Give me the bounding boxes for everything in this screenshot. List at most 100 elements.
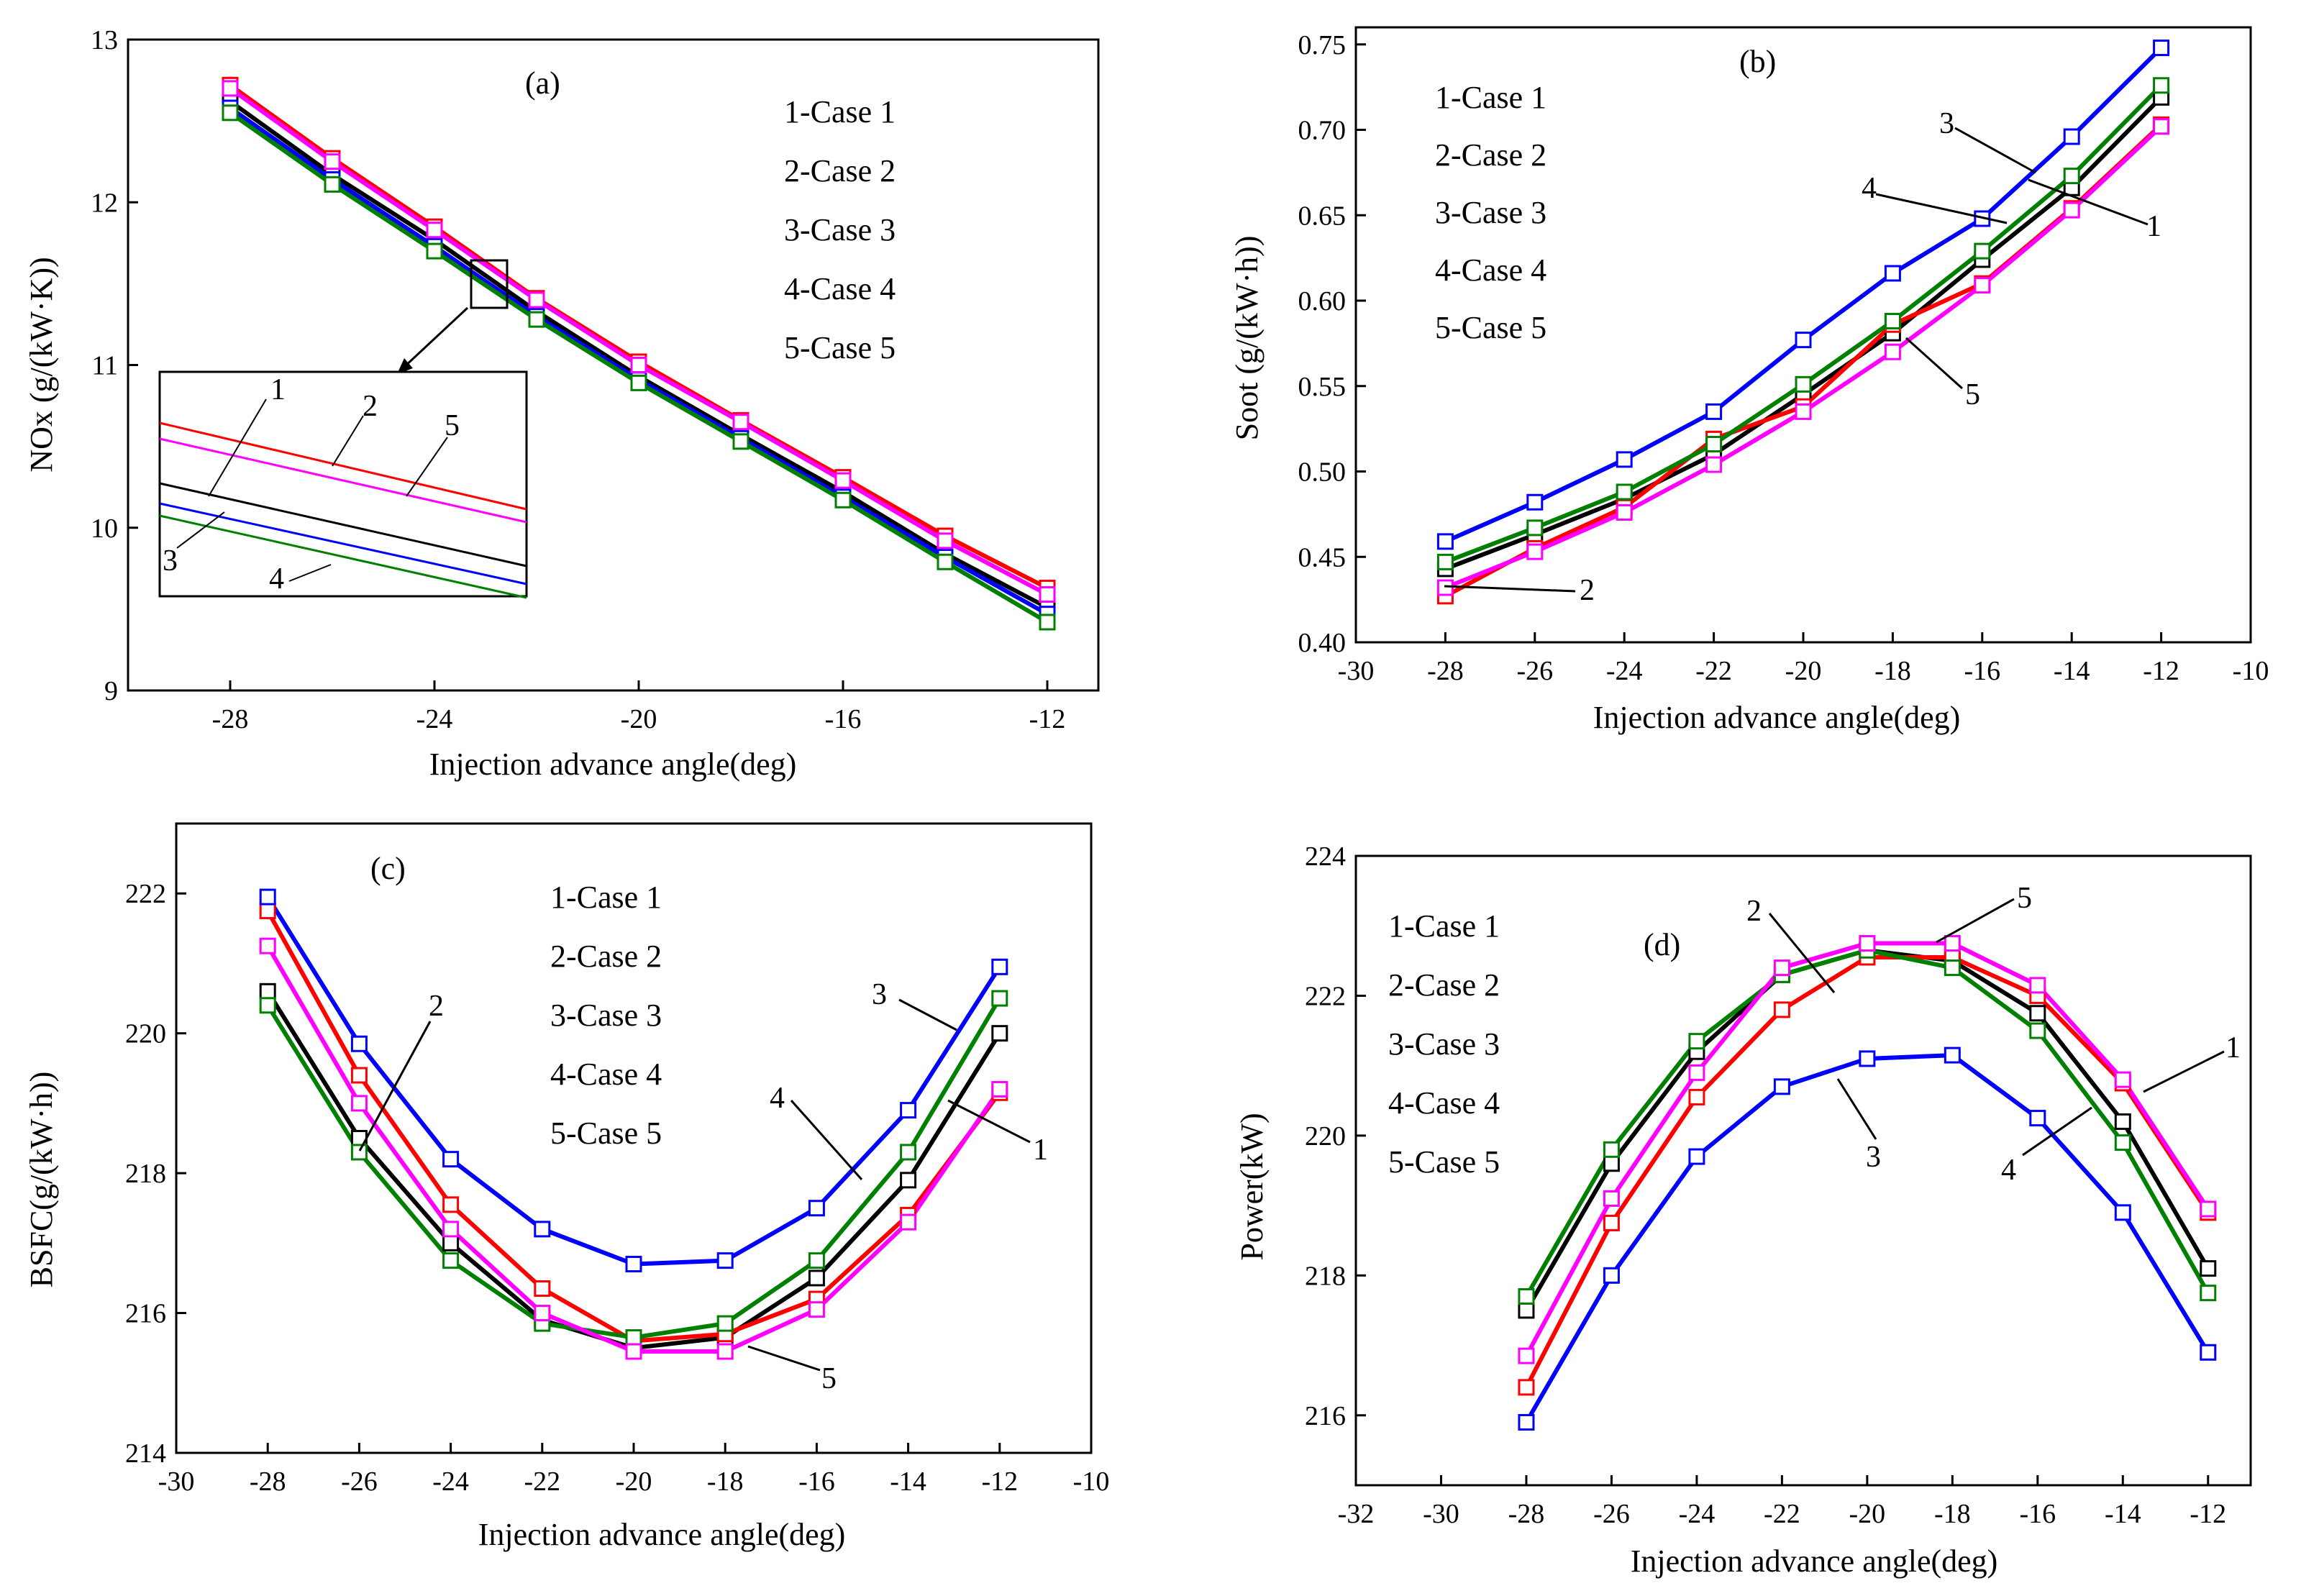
x-tick-label: -14 (2105, 1499, 2141, 1529)
panel-c-leader-4 (790, 1100, 863, 1180)
panel-a-inset-frame (158, 370, 528, 598)
x-tick-label: -24 (1679, 1499, 1716, 1529)
data-point-case-4 (1526, 519, 1544, 537)
data-point-case-5 (2063, 201, 2080, 219)
data-point-case-5 (1603, 1190, 1620, 1207)
panel-d-power-chart: -32 -30 -28 -26 -24 -22 -20 -18 -16 -14 -12 216 218 2… (1234, 842, 2252, 1579)
data-point-case-5 (1974, 277, 1991, 294)
data-point-case-4 (2114, 1134, 2131, 1152)
data-point-case-5 (1616, 504, 1633, 521)
data-point-case-5 (834, 472, 852, 489)
y-tick-label: 9 (104, 676, 118, 706)
data-point-case-3 (1944, 1046, 1961, 1064)
x-tick-label: -26 (1593, 1499, 1630, 1529)
data-point-case-2 (1688, 1088, 1705, 1105)
data-point-case-4 (324, 175, 341, 193)
data-point-case-4 (350, 1144, 368, 1161)
y-tick-label: 13 (91, 25, 118, 55)
data-point-case-1 (1518, 1302, 1535, 1319)
data-point-case-5 (528, 291, 545, 309)
x-tick-label: -26 (1516, 656, 1553, 686)
inset-label-5: 5 (445, 409, 460, 442)
data-point-case-4 (1974, 242, 1991, 260)
panel-c-callout-1: 1 (1033, 1134, 1048, 1167)
data-point-case-5 (222, 80, 239, 97)
data-point-case-4 (1795, 375, 1812, 393)
data-point-case-5 (426, 222, 443, 239)
panel-c-legend-entry: 2-Case 2 (550, 939, 662, 974)
data-point-case-5 (2114, 1071, 2131, 1088)
x-tick-label: -22 (1695, 656, 1732, 686)
panel-b-legend-entry: 4-Case 4 (1435, 252, 1546, 288)
panel-a-inset: 1 2 5 3 4 (158, 370, 528, 599)
y-tick-label: 12 (91, 188, 118, 218)
inset-label-1: 1 (270, 373, 286, 406)
x-tick-label: -30 (158, 1467, 195, 1497)
x-tick-label: -18 (1874, 656, 1911, 686)
data-point-case-3 (1436, 533, 1454, 550)
panel-a-label: (a) (525, 65, 560, 101)
data-point-case-5 (1526, 543, 1544, 560)
data-point-case-5 (625, 1343, 642, 1360)
y-tick-label: 0.60 (1298, 286, 1347, 316)
data-point-case-3 (2114, 1204, 2131, 1221)
data-point-case-5 (937, 532, 954, 550)
data-point-case-2 (1603, 1214, 1620, 1231)
y-tick-label: 0.45 (1298, 542, 1347, 573)
inset-label-2: 2 (363, 390, 378, 423)
data-point-case-4 (732, 433, 750, 450)
data-point-case-4 (1039, 614, 1056, 631)
panel-d-legend: 1-Case 1 2-Case 2 3-Case 3 4-Case 4 5-Ca… (1388, 908, 1500, 1180)
data-point-case-3 (1526, 493, 1544, 511)
series-line-case-4 (265, 997, 1002, 1340)
data-point-case-4 (991, 990, 1008, 1007)
panel-c-leader-1 (947, 1099, 1031, 1144)
panel-a-zoom-arrowhead (397, 358, 413, 374)
data-point-case-3 (625, 1256, 642, 1272)
data-point-case-5 (732, 414, 750, 431)
data-point-case-4 (1705, 436, 1723, 452)
data-point-case-5 (900, 1213, 917, 1231)
data-point-case-2 (442, 1196, 460, 1213)
data-point-case-4 (1688, 1033, 1705, 1050)
data-point-case-5 (1795, 403, 1812, 420)
x-tick-label: -22 (524, 1467, 560, 1497)
panel-d-callout-1: 1 (2225, 1031, 2241, 1064)
data-point-case-4 (442, 1252, 460, 1269)
panel-c-callout-2: 2 (429, 990, 444, 1023)
x-tick-label: -14 (890, 1467, 926, 1497)
data-point-case-4 (1436, 553, 1454, 570)
series-line-case-3 (1444, 46, 2163, 544)
panel-c-callout-5: 5 (821, 1362, 837, 1395)
panel-b-y-axis-title: Soot (g/(kW·h)) (1229, 236, 1265, 441)
y-tick-label: 214 (125, 1438, 166, 1469)
panel-c-leader-3 (898, 998, 957, 1031)
y-tick-label: 218 (125, 1159, 166, 1189)
series-line-case-1 (265, 990, 1002, 1351)
series-line-case-4 (1524, 948, 2210, 1298)
data-point-case-3 (1859, 1050, 1876, 1067)
inset-label-4: 4 (269, 562, 284, 596)
data-point-case-4 (1616, 483, 1633, 501)
panel-b-callout-2: 2 (1580, 574, 1595, 607)
panel-b-leader-3 (1954, 127, 2036, 174)
data-point-case-5 (808, 1301, 825, 1318)
inset-leader-4 (288, 564, 332, 582)
data-point-case-4 (1944, 959, 1961, 977)
data-point-case-5 (324, 153, 341, 170)
x-tick-label: -16 (798, 1467, 835, 1497)
data-point-case-3 (1688, 1148, 1705, 1165)
data-point-case-1 (2029, 1005, 2046, 1022)
panel-c-x-axis-title: Injection advance angle(deg) (478, 1517, 846, 1552)
data-point-case-4 (1518, 1288, 1535, 1305)
x-tick-label: -18 (707, 1467, 744, 1497)
data-point-case-1 (2114, 1113, 2131, 1130)
data-point-case-3 (350, 1035, 368, 1052)
panel-a-x-axis-title: Injection advance angle(deg) (429, 747, 797, 782)
panel-b-soot-chart: -30 -28 -26 -24 -22 -20 -18 -16 -14 -12 -10 0.40 0.4… (1229, 26, 2269, 735)
data-point-case-1 (1603, 1155, 1620, 1172)
data-point-case-4 (900, 1144, 917, 1161)
data-point-case-3 (1518, 1414, 1535, 1431)
